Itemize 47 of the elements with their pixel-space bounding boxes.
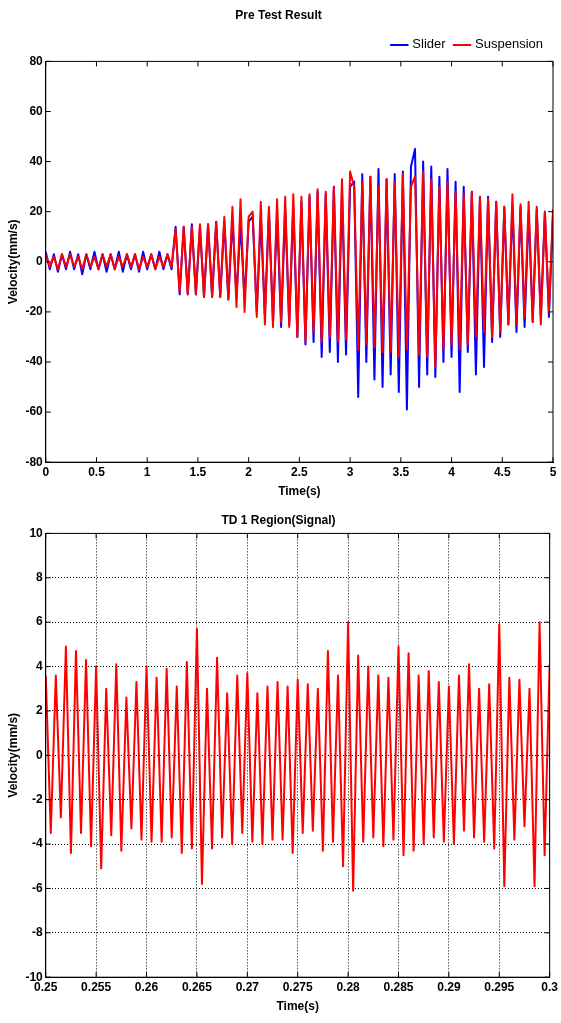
x-tick-label: 0.285	[383, 979, 414, 994]
y-tick-label: 20	[29, 204, 44, 219]
y-tick-label: 10	[29, 525, 44, 540]
x-tick-label: 0.5	[88, 464, 106, 479]
x-tick-label: 1	[143, 464, 151, 479]
y-tick-label: 6	[36, 614, 44, 629]
y-tick-label: 8	[36, 570, 44, 585]
x-tick-label: 0.27	[235, 979, 260, 994]
x-tick-label: 2.5	[291, 464, 309, 479]
y-tick-label: -40	[25, 354, 44, 369]
y-axis-title: Velocity(mm/s)	[5, 712, 20, 798]
x-tick-label: 3.5	[392, 464, 410, 479]
x-tick-label: 0.295	[484, 979, 515, 994]
y-tick-label: 60	[29, 103, 44, 118]
y-tick-label: 0	[36, 747, 44, 762]
y-tick-label: 2	[36, 703, 44, 718]
x-axis-title: Time(s)	[278, 484, 321, 499]
x-tick-label: 4	[448, 464, 456, 479]
x-tick-label: 0.3	[541, 979, 559, 994]
x-tick-label: 0.255	[81, 979, 112, 994]
y-tick-label: 40	[29, 153, 44, 168]
x-tick-label: 0.26	[134, 979, 159, 994]
y-tick-label: -60	[25, 404, 44, 419]
legend-label: Slider	[412, 36, 447, 52]
y-tick-label: -8	[32, 925, 44, 940]
x-tick-label: 1.5	[189, 464, 207, 479]
x-axis-title: Time(s)	[276, 999, 319, 1014]
x-tick-label: 0.29	[437, 979, 461, 994]
x-tick-label: 2	[245, 464, 253, 479]
y-tick-label: -4	[32, 836, 44, 851]
y-tick-label: -80	[25, 454, 44, 469]
y-tick-label: -2	[32, 791, 44, 806]
y-tick-label: 0	[36, 254, 44, 269]
y-tick-label: -20	[25, 304, 44, 319]
y-tick-label: 80	[29, 53, 44, 68]
chart-title: Pre Test Result	[235, 7, 322, 22]
x-tick-label: 0.265	[181, 979, 213, 994]
y-tick-label: -6	[32, 880, 44, 895]
y-axis-title: Velocity(mm/s)	[5, 219, 20, 305]
x-tick-label: 0.275	[282, 979, 314, 994]
x-tick-label: 5	[549, 464, 557, 479]
x-tick-label: 0.28	[336, 979, 361, 994]
legend-label: Suspension	[475, 36, 544, 52]
y-tick-label: 4	[36, 658, 44, 673]
x-tick-label: 4.5	[493, 464, 511, 479]
chart-title: TD 1 Region(Signal)	[221, 512, 336, 527]
x-tick-label: 3	[346, 464, 354, 479]
